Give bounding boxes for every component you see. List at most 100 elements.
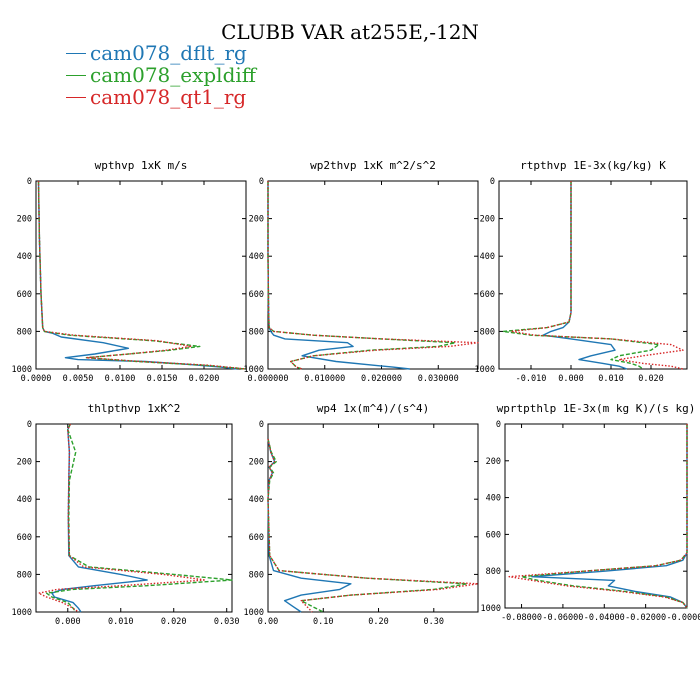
- series-line-cam078_dflt_rg: [267, 438, 352, 613]
- plot-frame: [35, 180, 247, 370]
- x-tick-label: 0.0200: [189, 374, 220, 384]
- y-tick-label: 600: [486, 530, 501, 540]
- series-line-cam078_expldiff: [267, 438, 468, 613]
- y-tick-label: 0: [490, 177, 495, 187]
- y-tick-label: 400: [17, 252, 32, 262]
- y-tick-label: 600: [249, 290, 264, 300]
- legend-swatch-expldiff: [66, 74, 86, 76]
- series-line-cam078_expldiff: [37, 180, 247, 370]
- panel-1: wpthvp 1xK m/s 0 200 400 600 800 10000.0000 0.0…: [12, 159, 247, 384]
- panel-title: wp2thvp 1xK m^2/s^2: [310, 159, 436, 172]
- x-tick-label: -0.00000: [667, 613, 700, 623]
- legend-swatch-qt1: [66, 96, 86, 98]
- x-tick-label: 0.0000: [21, 374, 52, 384]
- legend: cam078_dflt_rg cam078_expldiff cam078_qt…: [66, 41, 256, 109]
- series-line-cam078_expldiff: [267, 181, 456, 370]
- plot-frame: [267, 423, 479, 613]
- legend-entry-dflt: cam078_dflt_rg: [66, 41, 256, 65]
- x-tick-label: 0.020: [161, 617, 187, 627]
- y-tick-label: 1000: [481, 604, 501, 614]
- legend-entry-qt1: cam078_qt1_rg: [66, 85, 256, 109]
- panel-5: wp4 1x(m^4)/(s^4) 0 200 400 600 800 10000.00 0.…: [244, 402, 479, 627]
- series-line-cam078_dflt_rg: [267, 181, 410, 370]
- x-tick-label: -0.08000: [501, 613, 542, 623]
- y-tick-label: 800: [249, 327, 264, 337]
- y-tick-label: 200: [249, 458, 264, 468]
- series-line-cam078_dflt_rg: [542, 181, 628, 370]
- x-tick-label: 0.0050: [63, 374, 94, 384]
- y-tick-label: 1000: [475, 365, 495, 375]
- y-tick-label: 400: [17, 495, 32, 505]
- plot-frame: [498, 180, 688, 370]
- y-tick-label: 0: [27, 420, 32, 430]
- plot-frame: [267, 180, 479, 370]
- legend-entry-expldiff: cam078_expldiff: [66, 63, 256, 87]
- x-tick-label: 0.0100: [105, 374, 136, 384]
- y-tick-label: 400: [486, 494, 501, 504]
- y-tick-label: 600: [17, 533, 32, 543]
- panel-title: wprtpthlp 1E-3x(m kg K)/(s kg): [497, 402, 696, 415]
- y-tick-label: 200: [480, 215, 495, 225]
- panel-title: wpthvp 1xK m/s: [95, 159, 188, 172]
- x-tick-label: 0.020: [638, 374, 664, 384]
- x-tick-label: 0.010: [598, 374, 624, 384]
- series-line-cam078_qt1_rg: [37, 180, 247, 370]
- figure-title: CLUBB VAR at255E,-12N: [221, 20, 479, 44]
- y-tick-label: 0: [259, 177, 264, 187]
- legend-label-expldiff: cam078_expldiff: [90, 63, 256, 87]
- y-tick-label: 200: [17, 215, 32, 225]
- x-tick-label: 0.0150: [147, 374, 178, 384]
- y-tick-label: 600: [249, 533, 264, 543]
- series-line-cam078_dflt_rg: [531, 424, 688, 609]
- y-tick-label: 1000: [12, 365, 32, 375]
- y-tick-label: 0: [259, 420, 264, 430]
- y-tick-label: 0: [496, 420, 501, 430]
- series-line-cam078_dflt_rg: [37, 180, 238, 370]
- y-tick-label: 200: [249, 215, 264, 225]
- y-tick-label: 600: [480, 290, 495, 300]
- legend-swatch-dflt: [66, 52, 86, 54]
- y-tick-label: 1000: [244, 608, 264, 618]
- panel-title: rtpthvp 1E-3x(kg/kg) K: [520, 159, 666, 172]
- x-tick-label: -0.06000: [542, 613, 583, 623]
- panel-title: wp4 1x(m^4)/(s^4): [317, 402, 430, 415]
- legend-label-qt1: cam078_qt1_rg: [90, 85, 247, 109]
- panel-2: wp2thvp 1xK m^2/s^2 0 200 400 600 800 10000.00…: [244, 159, 479, 384]
- x-tick-label: 0.00: [258, 617, 278, 627]
- x-tick-label: -0.04000: [584, 613, 625, 623]
- series-line-cam078_dflt_rg: [51, 423, 148, 613]
- y-tick-label: 200: [486, 457, 501, 467]
- x-tick-label: 0.020000: [361, 374, 402, 384]
- x-tick-label: 0.010: [108, 617, 134, 627]
- series-line-cam078_qt1_rg: [510, 181, 684, 370]
- y-tick-label: 400: [249, 495, 264, 505]
- y-tick-label: 1000: [244, 365, 264, 375]
- x-tick-label: 0.030000: [418, 374, 459, 384]
- panel-6: wprtpthlp 1E-3x(m kg K)/(s kg) 0 200 400 600…: [481, 402, 700, 623]
- x-tick-label: 0.000: [558, 374, 584, 384]
- x-tick-label: -0.010: [516, 374, 547, 384]
- y-tick-label: 800: [17, 327, 32, 337]
- series-line-cam078_qt1_rg: [267, 181, 479, 370]
- series-line-cam078_qt1_rg: [267, 438, 479, 613]
- y-tick-label: 400: [249, 252, 264, 262]
- y-tick-label: 200: [17, 458, 32, 468]
- y-tick-label: 800: [486, 567, 501, 577]
- x-tick-label: 0.30: [424, 617, 444, 627]
- panel-3: rtpthvp 1E-3x(kg/kg) K 0 200 400 600 800 1000 -…: [475, 159, 688, 384]
- x-tick-label: 0.030: [214, 617, 240, 627]
- y-tick-label: 800: [249, 570, 264, 580]
- y-tick-label: 800: [480, 327, 495, 337]
- panel-4: thlpthvp 1xK^2 0 200 400 600 800 1000 0.000 0.01…: [12, 402, 240, 627]
- x-tick-label: 0.20: [368, 617, 388, 627]
- x-tick-label: -0.02000: [625, 613, 666, 623]
- plot-frame: [35, 423, 233, 613]
- y-tick-label: 800: [17, 570, 32, 580]
- x-tick-label: 0.10: [313, 617, 333, 627]
- x-tick-label: 0.010000: [304, 374, 345, 384]
- y-tick-label: 400: [480, 252, 495, 262]
- series-line-cam078_qt1_rg: [508, 424, 688, 609]
- y-tick-label: 1000: [12, 608, 32, 618]
- panel-title: thlpthvp 1xK^2: [88, 402, 181, 415]
